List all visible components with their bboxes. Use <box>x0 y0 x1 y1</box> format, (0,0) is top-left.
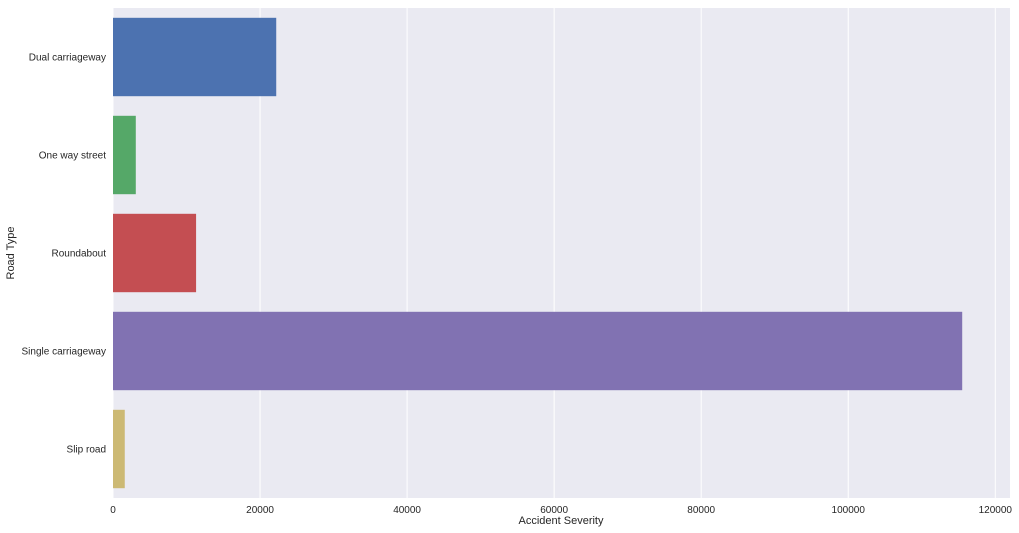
bar <box>113 409 125 489</box>
x-tick-label: 60000 <box>540 505 568 516</box>
bar <box>113 213 197 293</box>
x-tick-label: 100000 <box>832 505 866 516</box>
bars <box>113 17 963 489</box>
x-tick-label: 80000 <box>687 505 715 516</box>
y-axis-label: Road Type <box>5 226 17 279</box>
x-tick-label: 0 <box>110 505 116 516</box>
x-axis-label: Accident Severity <box>519 515 604 527</box>
y-tick-label: Roundabout <box>52 249 107 260</box>
y-tick-labels: Dual carriageway One way street Roundabout… <box>22 53 107 456</box>
y-tick-label: One way street <box>39 151 106 162</box>
x-tick-label: 120000 <box>979 505 1013 516</box>
bar <box>113 17 277 97</box>
y-tick-label: Dual carriageway <box>29 53 106 64</box>
x-tick-label: 20000 <box>246 505 274 516</box>
x-tick-labels: 0 20000 40000 60000 80000 100000 120000 <box>110 505 1012 516</box>
bar <box>113 115 136 195</box>
y-tick-label: Single carriageway <box>22 347 107 358</box>
x-tick-label: 40000 <box>393 505 421 516</box>
bar <box>113 311 963 391</box>
y-tick-label: Slip road <box>67 445 106 456</box>
